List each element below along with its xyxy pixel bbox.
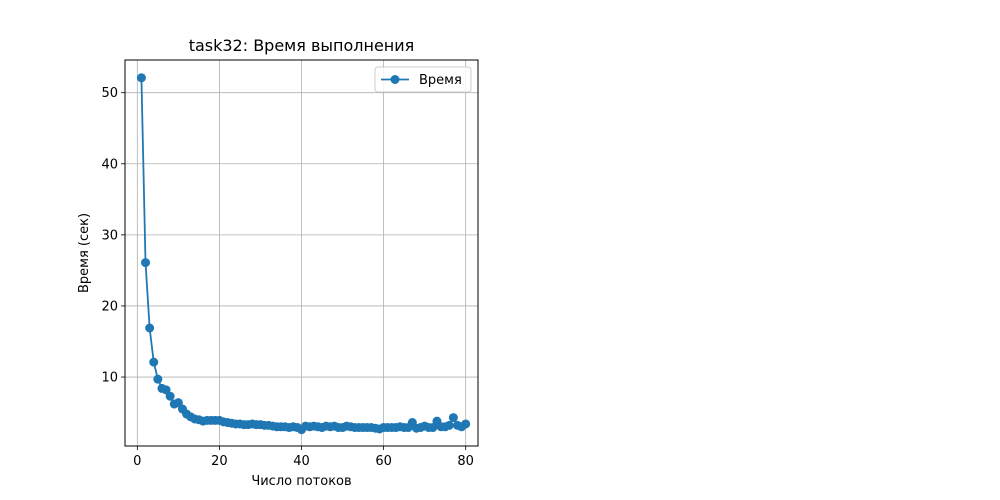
- data-point: [153, 374, 163, 384]
- data-point: [136, 73, 146, 83]
- y-tick-label: 30: [101, 228, 118, 243]
- data-point: [145, 323, 155, 333]
- y-axis-label: Время (сек): [77, 213, 92, 293]
- series-layer: [136, 73, 471, 435]
- legend-box: [374, 66, 472, 93]
- data-point: [428, 423, 438, 433]
- data-point: [149, 357, 159, 367]
- legend-dot-marker: [390, 75, 400, 84]
- x-axis-label: Число потоков: [251, 474, 351, 489]
- y-tick-label: 40: [101, 157, 118, 172]
- chart-title: task32: Время выполнения: [189, 36, 415, 55]
- data-point: [161, 385, 171, 395]
- data-point: [173, 398, 183, 408]
- grid: [125, 60, 478, 446]
- ticks: 0 20 40 60 80 10 20 30 40 50: [101, 86, 474, 469]
- data-point: [461, 419, 471, 429]
- data-point: [444, 420, 454, 430]
- y-tick-label: 20: [101, 299, 118, 314]
- legend-entry-label: Время: [419, 73, 462, 88]
- x-tick-label: 40: [293, 454, 310, 469]
- data-point: [448, 413, 458, 423]
- y-tick-label: 50: [101, 86, 118, 101]
- data-point: [141, 258, 151, 268]
- x-tick-label: 60: [375, 454, 392, 469]
- x-tick-label: 80: [457, 454, 474, 469]
- x-tick-label: 0: [133, 454, 141, 469]
- legend: Время: [374, 66, 472, 93]
- data-point: [165, 391, 175, 401]
- x-tick-label: 20: [211, 454, 228, 469]
- y-tick-label: 10: [101, 371, 118, 386]
